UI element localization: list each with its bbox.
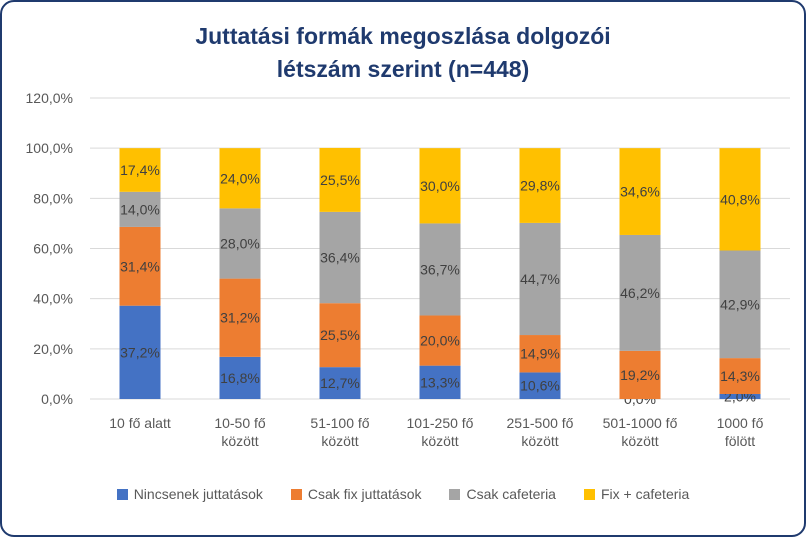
chart-title-line-1: Juttatási formák megoszlása dolgozói [195, 23, 611, 49]
bar-segment [719, 393, 761, 399]
bar-segment [319, 147, 361, 212]
bar-segment [119, 191, 161, 227]
data-label: 31,2% [220, 310, 260, 326]
bar-segment [619, 234, 661, 351]
data-label: 29,8% [520, 178, 560, 194]
legend-item: Nincsenek juttatások [116, 486, 263, 502]
legend-label: Nincsenek juttatások [133, 486, 263, 502]
data-label: 46,2% [620, 285, 660, 301]
data-label: 24,0% [220, 170, 260, 186]
data-label: 30,0% [420, 178, 460, 194]
bar-segment [119, 305, 161, 399]
bar-segment [319, 367, 361, 399]
legend-item: Csak fix juttatások [290, 486, 422, 502]
x-tick-label-line: között [521, 433, 558, 449]
x-tick-label: 10-50 fő között [214, 415, 266, 449]
bar-segment [519, 372, 561, 399]
x-tick-label-line: 51-100 fő [310, 415, 369, 431]
data-label: 17,4% [120, 162, 160, 178]
legend-label: Fix + cafeteria [600, 486, 690, 502]
bar-segment [519, 335, 561, 373]
data-label: 31,4% [120, 258, 160, 274]
data-label: 10,6% [520, 378, 560, 394]
y-tick-label: 0,0% [41, 391, 73, 407]
data-label: 14,3% [720, 368, 760, 384]
y-tick-label: 40,0% [33, 291, 73, 307]
data-label: 19,2% [620, 367, 660, 383]
x-tick-label-line: 10 fő alatt [109, 415, 171, 431]
bar-segment [219, 356, 261, 399]
legend-item: Fix + cafeteria [583, 486, 690, 502]
bar-segment [519, 222, 561, 336]
data-label: 37,2% [120, 344, 160, 360]
legend-swatch [449, 488, 461, 500]
x-tick-label: 501-1000 fő között [603, 415, 678, 449]
data-label: 14,9% [520, 346, 560, 362]
data-label: 25,5% [320, 172, 360, 188]
bar-segment [219, 148, 261, 209]
y-tick-label: 100,0% [26, 140, 73, 156]
bar-segment [719, 358, 761, 394]
data-label: 12,7% [320, 375, 360, 391]
x-tick-label-line: között [621, 433, 658, 449]
bar-segment [619, 148, 661, 235]
legend-label: Csak cafeteria [466, 486, 556, 502]
x-tick-label: 101-250 fő között [407, 415, 474, 449]
bar-segment [219, 278, 261, 357]
y-tick-label: 60,0% [33, 241, 73, 257]
legend-swatch [116, 488, 128, 500]
bar-segment [419, 223, 461, 316]
x-tick-label: 10 fő alatt [109, 415, 171, 431]
chart-title-line-2: létszám szerint (n=448) [276, 56, 530, 82]
y-tick-label: 120,0% [26, 90, 73, 106]
x-tick-label: 251-500 fő között [507, 415, 574, 449]
x-tick-label-line: 101-250 fő [407, 415, 474, 431]
data-label: 13,3% [420, 374, 460, 390]
bar-segment [319, 303, 361, 368]
y-tick-label: 80,0% [33, 190, 73, 206]
bar-segment [519, 148, 561, 223]
y-tick-label: 20,0% [33, 341, 73, 357]
data-label: 14,0% [120, 201, 160, 217]
data-label: 34,6% [620, 184, 660, 200]
bar-segment [719, 148, 761, 251]
legend-item: Csak cafeteria [449, 486, 556, 502]
data-label: 40,8% [720, 191, 760, 207]
x-tick-label: 51-100 fő között [310, 415, 369, 449]
bar-segment [319, 211, 361, 304]
legend-swatch [583, 488, 595, 500]
x-tick-label-line: 501-1000 fő [603, 415, 678, 431]
data-label: 36,7% [420, 261, 460, 277]
x-tick-label-line: között [421, 433, 458, 449]
bar-segment [119, 148, 161, 192]
data-label: 20,0% [420, 333, 460, 349]
x-tick-label-line: között [321, 433, 358, 449]
data-label: 44,7% [520, 271, 560, 287]
x-tick-label-line: 251-500 fő [507, 415, 574, 431]
x-tick-label-line: között [221, 433, 258, 449]
chart-legend: Nincsenek juttatások Csak fix juttatások C… [0, 483, 806, 505]
chart-title: Juttatási formák megoszlása dolgozói lét… [0, 20, 806, 86]
x-tick-label-line: 10-50 fő [214, 415, 266, 431]
data-label: 36,4% [320, 250, 360, 266]
bar-segment [419, 365, 461, 399]
bar-segment [419, 315, 461, 366]
legend-swatch [290, 488, 302, 500]
bar-segment [419, 148, 461, 224]
bar-segment [119, 226, 161, 306]
x-tick-label: 1000 fő fölött [717, 415, 764, 449]
bar-segment [619, 350, 661, 399]
data-label: 25,5% [320, 327, 360, 343]
legend-label: Csak fix juttatások [307, 486, 422, 502]
bar-segment [219, 208, 261, 279]
data-label: 42,9% [720, 296, 760, 312]
bar-segment [719, 250, 761, 359]
data-label: 16,8% [220, 370, 260, 386]
data-label: 28,0% [220, 235, 260, 251]
x-tick-label-line: fölött [725, 433, 755, 449]
x-tick-label-line: 1000 fő [717, 415, 764, 431]
